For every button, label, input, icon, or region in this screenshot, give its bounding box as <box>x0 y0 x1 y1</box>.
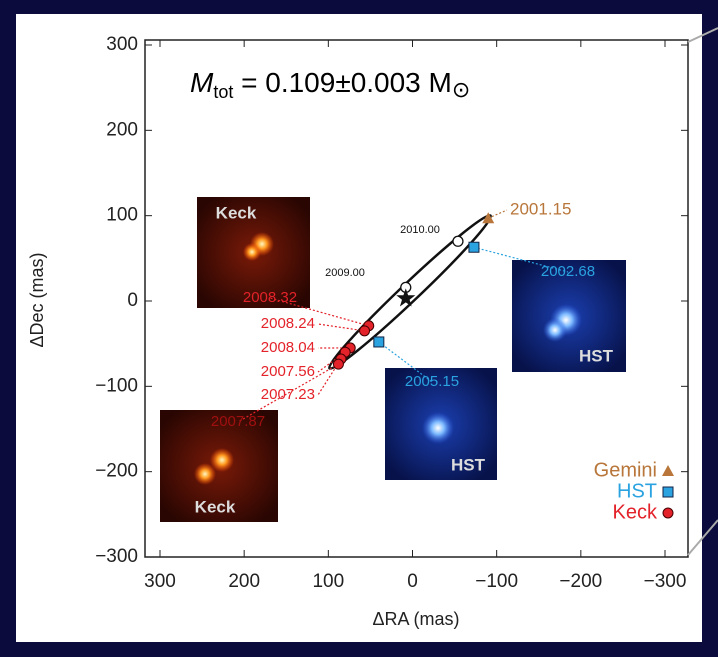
inset-label: HST <box>451 455 486 474</box>
x-axis-label: ΔRA (mas) <box>372 609 459 629</box>
x-tick-label: 200 <box>228 571 260 592</box>
epoch-label: 2001.15 <box>510 199 571 218</box>
epoch-label: 2008.24 <box>261 315 315 332</box>
prediction-label: 2010.00 <box>400 224 440 236</box>
prediction <box>453 236 463 246</box>
y-tick-label: 0 <box>127 290 138 311</box>
x-tick-label: 0 <box>407 571 418 592</box>
epoch-label: 2002.68 <box>541 263 595 280</box>
epoch-label: 2007.56 <box>261 363 315 380</box>
y-axis-label: ΔDec (mas) <box>27 252 47 347</box>
legend-label: HST <box>617 480 657 502</box>
annotation-text: = 0.109±0.003 M <box>233 67 452 98</box>
marker <box>333 359 343 369</box>
inset-label: Keck <box>195 497 236 516</box>
annotation-symbol: M <box>190 67 214 98</box>
x-tick-label: −200 <box>559 571 602 592</box>
epoch-label: 2005.15 <box>405 373 459 390</box>
legend-label: Keck <box>613 501 658 523</box>
y-tick-label: 200 <box>106 119 138 140</box>
epoch-label: 2008.04 <box>261 339 315 356</box>
epoch-label: 2007.23 <box>261 386 315 403</box>
y-tick-label: −300 <box>95 546 138 567</box>
x-tick-label: −300 <box>644 571 687 592</box>
legend-marker <box>663 487 673 497</box>
legend-marker <box>663 508 673 518</box>
inset-label: Keck <box>216 203 257 222</box>
marker <box>374 337 384 347</box>
annotation-sun: ⊙ <box>452 77 470 102</box>
y-tick-label: 100 <box>106 205 138 226</box>
annotation-subscript: tot <box>213 82 233 102</box>
epoch-label: 2008.32 <box>243 289 297 306</box>
chart: Mtot = 0.109±0.003 M⊙ ΔRA (mas) ΔDec (ma… <box>0 0 718 657</box>
marker <box>360 326 370 336</box>
inset-label: HST <box>579 346 614 365</box>
x-tick-label: 300 <box>144 571 176 592</box>
y-tick-label: 300 <box>106 34 138 55</box>
x-tick-label: −100 <box>475 571 518 592</box>
marker <box>469 242 479 252</box>
x-tick-label: 100 <box>312 571 344 592</box>
epoch-label: 2007.87 <box>211 413 265 430</box>
y-tick-label: −200 <box>95 461 138 482</box>
legend-label: Gemini <box>594 459 657 481</box>
y-tick-label: −100 <box>95 375 138 396</box>
prediction-label: 2009.00 <box>325 267 365 279</box>
